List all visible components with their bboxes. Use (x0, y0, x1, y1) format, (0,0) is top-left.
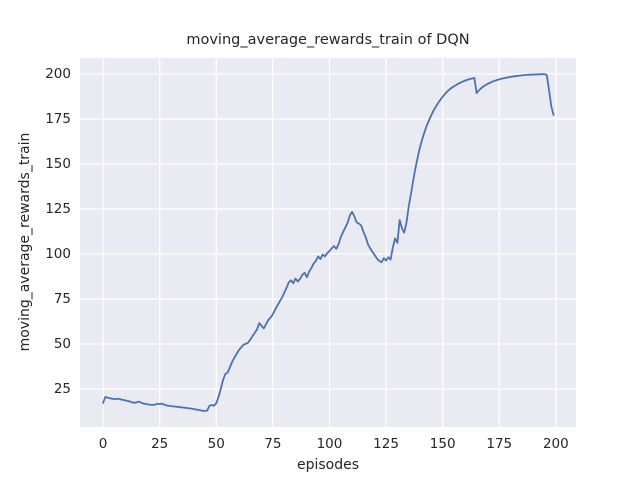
plot-area (80, 58, 576, 427)
y-tick-label: 100 (45, 246, 71, 263)
y-tick-label: 25 (53, 381, 71, 398)
y-tick-label: 200 (45, 66, 71, 83)
y-tick-label: 50 (53, 336, 71, 353)
series-line (102, 73, 555, 412)
y-tick-label: 125 (45, 201, 71, 218)
y-tick-label: 75 (53, 291, 71, 308)
x-tick-label: 150 (429, 436, 456, 452)
x-tick-label: 75 (264, 436, 282, 452)
x-tick-label: 200 (542, 436, 569, 452)
line-chart (80, 58, 576, 427)
x-tick-label: 125 (373, 436, 399, 452)
x-tick-label: 25 (151, 436, 169, 452)
chart-title: moving_average_rewards_train of DQN (186, 32, 470, 48)
y-tick-label: 150 (45, 156, 71, 173)
x-tick-label: 175 (486, 436, 513, 452)
y-tick-label: 175 (45, 111, 71, 128)
x-tick-label: 100 (316, 436, 343, 452)
x-tick-label: 50 (207, 436, 225, 452)
x-tick-label: 0 (98, 436, 108, 452)
x-axis-label: episodes (296, 457, 360, 473)
